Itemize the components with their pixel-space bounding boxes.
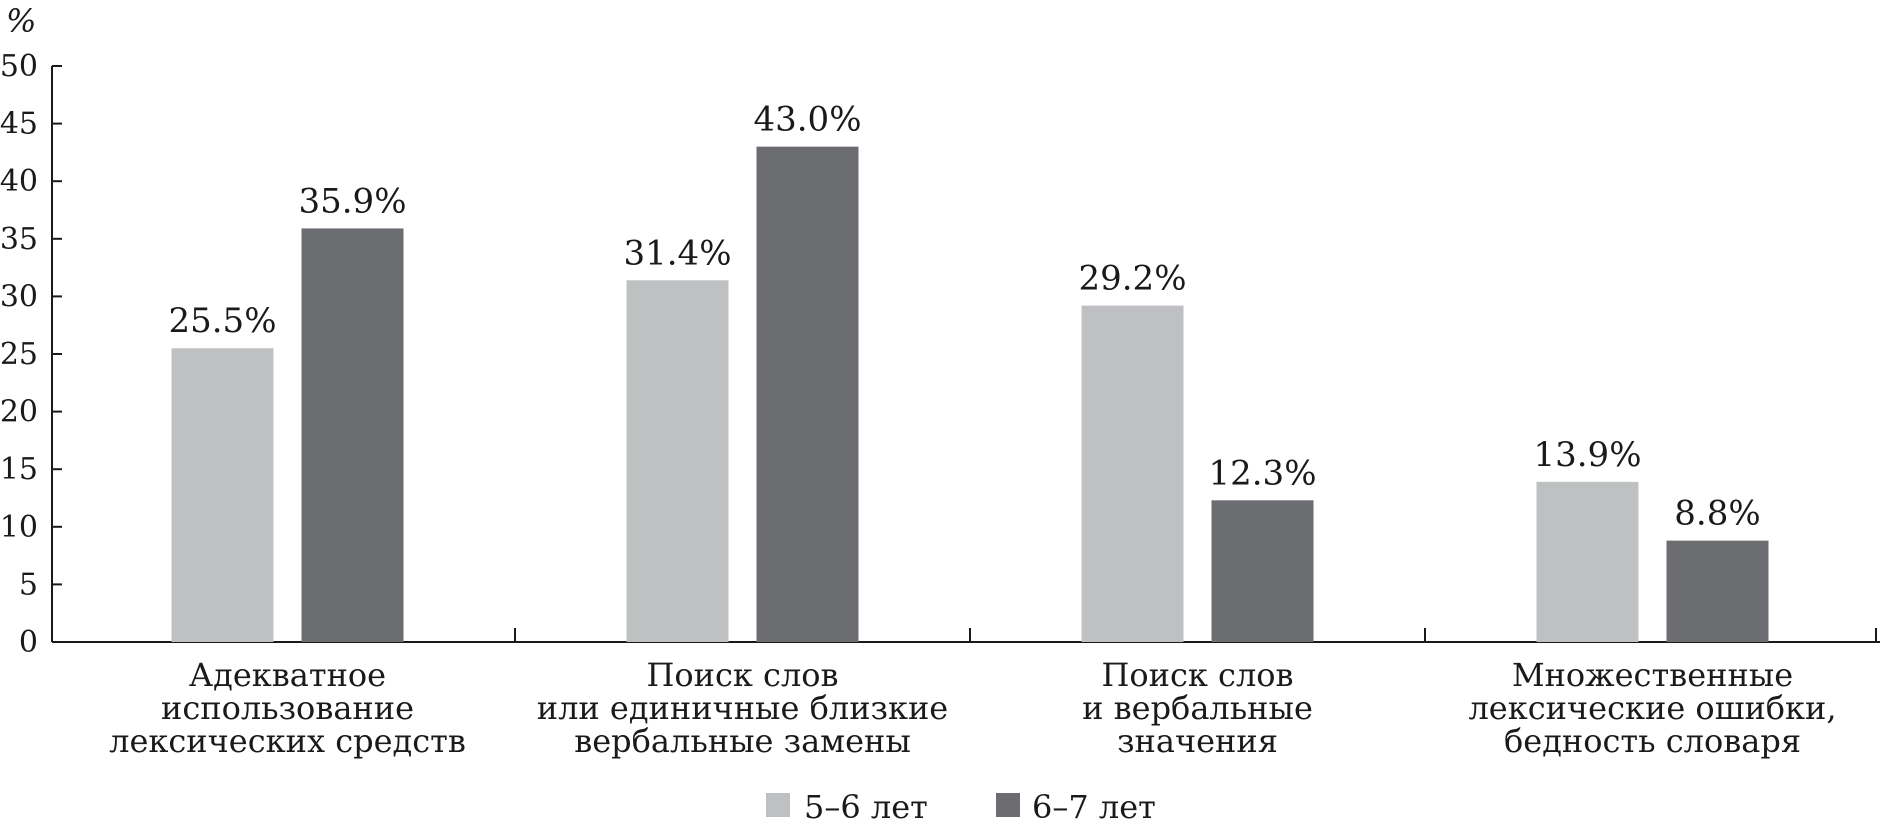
bar-value-label: 35.9%: [298, 181, 406, 221]
y-axis-unit-label: %: [6, 2, 36, 40]
bar-value-label: 8.8%: [1674, 494, 1760, 534]
category-labels: Адекватное использование лексических средс…: [109, 656, 1836, 760]
bar-value-label: 13.9%: [1533, 435, 1641, 475]
y-tick-label: 45: [0, 107, 38, 142]
bar: [626, 280, 729, 642]
bar-value-label: 43.0%: [753, 100, 861, 140]
category-label: Адекватное использование лексических средс…: [109, 656, 466, 760]
bar: [171, 348, 274, 642]
legend-swatch: [766, 793, 790, 817]
y-tick-label: 5: [19, 567, 38, 602]
y-tick-label: 50: [0, 49, 38, 84]
y-tick-label: 40: [0, 164, 38, 199]
y-tick-label: 35: [0, 222, 38, 257]
bar-value-label: 29.2%: [1078, 259, 1186, 299]
bar: [1536, 481, 1639, 642]
category-label: Поиск слов и вербальные значения: [1082, 656, 1313, 760]
bar-value-label: 31.4%: [623, 233, 731, 273]
y-tick-label: 30: [0, 279, 38, 314]
legend: 5–6 лет 6–7 лет: [766, 788, 1156, 826]
y-tick-label: 10: [0, 510, 38, 545]
y-tick-label: 15: [0, 452, 38, 487]
category-label: Поиск слов или единичные близкие вербальны…: [537, 656, 948, 760]
bar: [756, 146, 859, 642]
bar: [1666, 540, 1769, 642]
bar: [301, 228, 404, 642]
legend-label: 5–6 лет: [804, 788, 928, 826]
y-axis: 0 5 10 15 20 25 30 35 40 45 50: [0, 49, 62, 660]
y-tick-label: 0: [19, 625, 38, 660]
bar-value-label: 12.3%: [1208, 453, 1316, 493]
value-labels: 25.5% 35.9% 31.4% 43.0% 29.2% 12.3% 13.9% 8.8%: [168, 100, 1760, 534]
y-tick-label: 20: [0, 395, 38, 430]
bar: [1211, 500, 1314, 642]
y-tick-label: 25: [0, 337, 38, 372]
bar: [1081, 305, 1184, 642]
bars: [171, 146, 1769, 642]
category-label: Множественные лексические ошибки, бедность…: [1468, 656, 1836, 760]
legend-label: 6–7 лет: [1032, 788, 1156, 826]
bar-value-label: 25.5%: [168, 301, 276, 341]
legend-swatch: [996, 793, 1020, 817]
